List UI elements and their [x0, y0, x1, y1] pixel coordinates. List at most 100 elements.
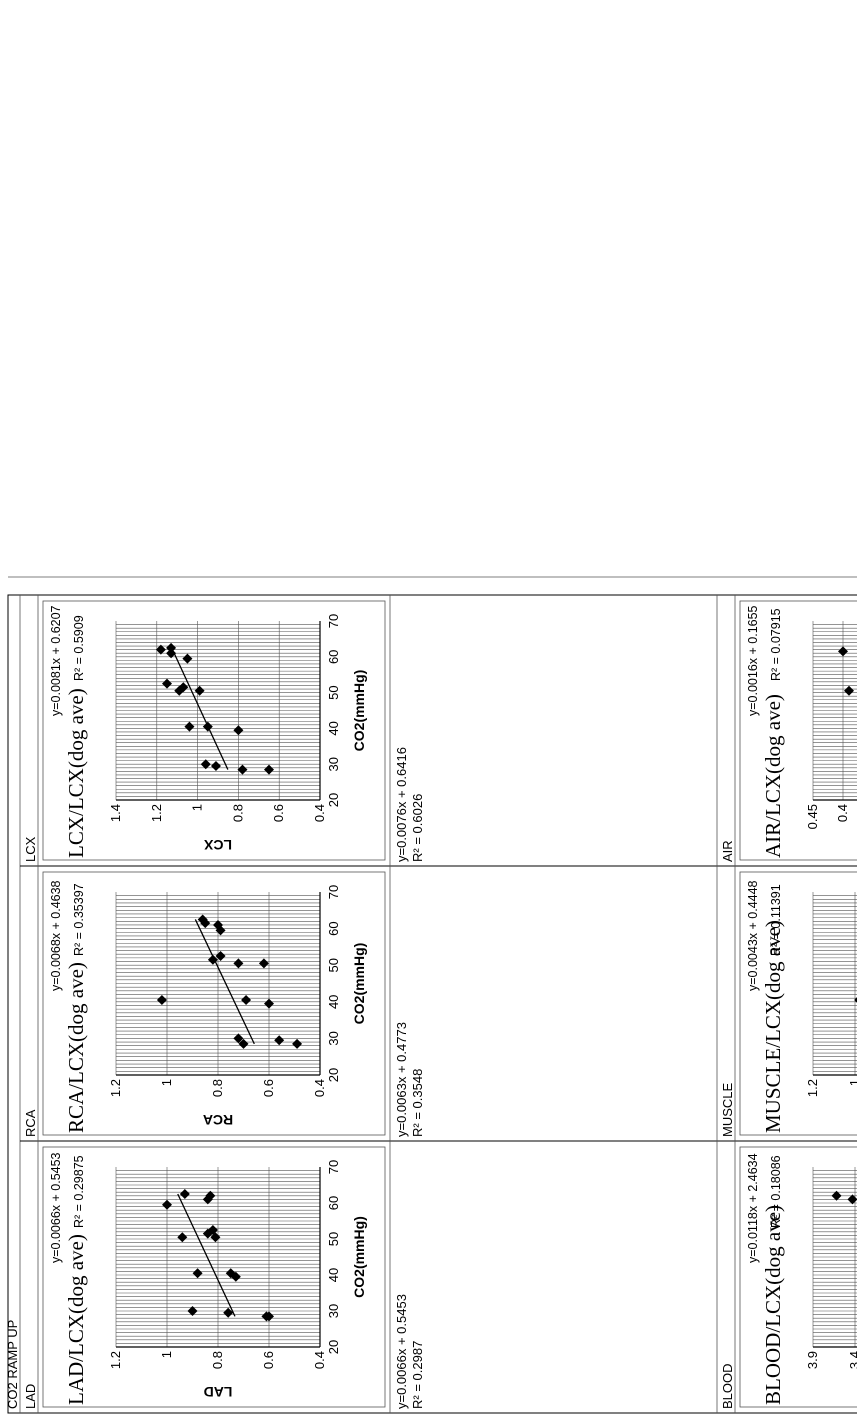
cell-label: BLOOD	[720, 1363, 735, 1409]
summary-r2: R² = 0.6026	[410, 794, 425, 862]
data-point	[184, 722, 194, 732]
chart-title: RCA/LCX(dog ave)	[64, 962, 88, 1133]
data-point	[182, 654, 192, 664]
data-point	[166, 643, 176, 653]
x-axis-label: CO2(mmHg)	[351, 1216, 367, 1298]
data-point	[233, 958, 243, 968]
trend-equation: y=0.0066x + 0.5453	[49, 1152, 63, 1263]
data-point	[241, 995, 251, 1005]
data-point	[838, 646, 848, 656]
data-point	[274, 1035, 284, 1045]
table-header: CO2 RAMP UP	[5, 1320, 20, 1409]
trend-r2: R² = 0.18086	[769, 1155, 783, 1228]
chart-air: AIRAIR/LCX(dog ave)y=0.0016x + 0.1655R² …	[720, 601, 857, 862]
data-point	[195, 686, 205, 696]
y-tick-label: 0.8	[210, 1351, 225, 1369]
x-tick-label: 50	[326, 685, 341, 699]
y-tick-label: 1.4	[108, 804, 123, 822]
chart-muscle: MUSCLEMUSCLE/LCX(dog ave)y=0.0043x + 0.4…	[720, 872, 857, 1137]
y-tick-label: 0.4	[835, 804, 850, 822]
rotated-figure: CO2 RAMP UPLADLAD/LCX(dog ave)y=0.0066x …	[5, 577, 857, 1413]
y-tick-label: 1	[190, 804, 205, 811]
y-tick-label: 1	[159, 1079, 174, 1086]
x-tick-label: 40	[326, 721, 341, 735]
x-tick-label: 20	[326, 1068, 341, 1082]
x-tick-label: 40	[326, 1268, 341, 1282]
trend-equation: y=0.0068x + 0.4638	[49, 880, 63, 991]
x-axis-label: CO2(mmHg)	[351, 670, 367, 752]
trend-equation: y=0.0016x + 0.1655	[746, 605, 760, 716]
summary-r2: R² = 0.3548	[410, 1069, 425, 1137]
x-tick-label: 30	[326, 1031, 341, 1045]
y-tick-label: 0.6	[271, 804, 286, 822]
y-tick-label: 1	[847, 1079, 857, 1086]
y-tick-label: 1.2	[149, 804, 164, 822]
chart-lad: LADLAD/LCX(dog ave)y=0.0066x + 0.5453R² …	[23, 1147, 425, 1409]
data-point	[233, 725, 243, 735]
chart-title: BLOOD/LCX(dog ave)	[761, 1205, 785, 1405]
x-tick-label: 30	[326, 1304, 341, 1318]
x-tick-label: 70	[326, 614, 341, 628]
data-point	[844, 686, 854, 696]
trend-r2: R² = 0.5909	[72, 615, 86, 681]
x-axis-label: CO2(mmHg)	[351, 943, 367, 1025]
x-tick-label: 50	[326, 958, 341, 972]
x-tick-label: 50	[326, 1232, 341, 1246]
trend-line	[178, 1194, 235, 1316]
summary-equation: y=0.0063x + 0.4773	[394, 1022, 409, 1137]
x-tick-label: 60	[326, 650, 341, 664]
trend-r2: R² = 0.29875	[72, 1155, 86, 1228]
y-axis-label: RCA	[203, 1112, 233, 1128]
chart-title: LCX/LCX(dog ave)	[64, 688, 88, 858]
data-point	[211, 761, 221, 771]
data-point	[193, 1268, 203, 1278]
y-tick-label: 0.4	[312, 1079, 327, 1097]
x-tick-label: 20	[326, 793, 341, 807]
data-point	[237, 765, 247, 775]
y-tick-label: 0.4	[312, 1351, 327, 1369]
y-tick-label: 1.2	[108, 1351, 123, 1369]
x-tick-label: 40	[326, 995, 341, 1009]
y-tick-label: 1.2	[108, 1079, 123, 1097]
chart-lcx: LCXLCX/LCX(dog ave)y=0.0081x + 0.6207R² …	[23, 601, 425, 862]
cell-label: MUSCLE	[720, 1082, 735, 1137]
y-axis-label: LCX	[203, 837, 232, 853]
trend-r2: R² = 0.35397	[72, 883, 86, 956]
chart-blood: BLOODBLOOD/LCX(dog ave)y=0.0118x + 2.463…	[720, 1147, 857, 1409]
trend-line	[172, 648, 228, 770]
x-tick-label: 70	[326, 1160, 341, 1174]
y-tick-label: 0.6	[261, 1351, 276, 1369]
data-point	[264, 765, 274, 775]
cell-label: RCA	[23, 1109, 38, 1137]
chart-rca: RCA RCA/LCX(dog ave)y=0.0068x + 0.4638 R² …	[23, 872, 425, 1137]
data-point	[264, 999, 274, 1009]
data-point	[162, 679, 172, 689]
data-point	[180, 1189, 190, 1199]
cell-label: LCX	[23, 836, 38, 862]
chart-title: LAD/LCX(dog ave)	[64, 1234, 88, 1405]
data-point	[203, 722, 213, 732]
cell-label: AIR	[720, 840, 735, 862]
y-axis-label: LAD	[204, 1384, 233, 1400]
data-point	[177, 1232, 187, 1242]
trend-equation: y=0.0043x + 0.4448	[746, 880, 760, 991]
y-tick-label: 0.45	[805, 804, 820, 829]
x-tick-label: 70	[326, 885, 341, 899]
y-tick-label: 0.4	[312, 804, 327, 822]
trend-r2: R² = 0.11391	[769, 884, 783, 956]
y-tick-label: 1	[159, 1351, 174, 1358]
trend-line	[195, 919, 254, 1043]
cell-label: LAD	[23, 1384, 38, 1409]
y-tick-label: 0.6	[261, 1079, 276, 1097]
chart-title: AIR/LCX(dog ave)	[761, 694, 785, 858]
y-tick-label: 0.8	[230, 804, 245, 822]
data-point	[259, 958, 269, 968]
y-tick-label: 1.2	[805, 1079, 820, 1097]
x-tick-label: 30	[326, 757, 341, 771]
data-point	[292, 1039, 302, 1049]
summary-equation: y=0.0066x + 0.5453	[394, 1294, 409, 1409]
summary-equation: y=0.0076x + 0.6416	[394, 747, 409, 862]
x-tick-label: 60	[326, 921, 341, 935]
data-point	[157, 995, 167, 1005]
